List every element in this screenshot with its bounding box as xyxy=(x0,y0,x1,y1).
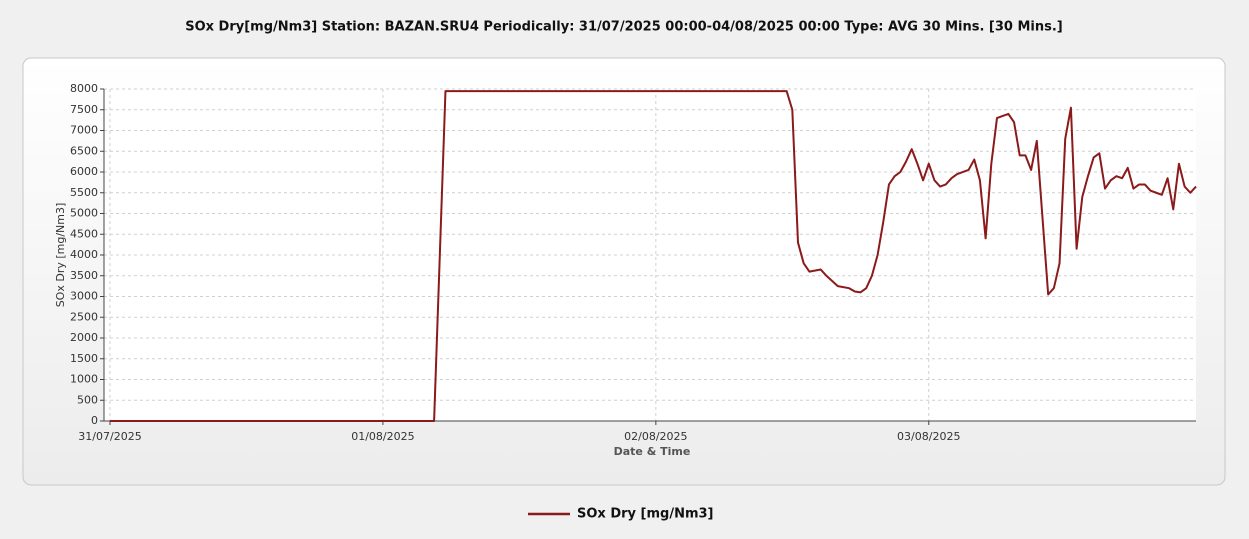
y-tick-label: 7000 xyxy=(70,124,98,137)
data-line xyxy=(110,90,1197,422)
y-tick-label: 7500 xyxy=(70,103,98,116)
y-tick-label: 4000 xyxy=(70,248,98,261)
y-tick-label: 1000 xyxy=(70,373,98,386)
y-axis-label: SOx Dry [mg/Nm3] xyxy=(54,203,67,308)
x-tick-label: 02/08/2025 xyxy=(624,430,687,443)
y-tick-label: 500 xyxy=(77,393,98,406)
y-tick-label: 6000 xyxy=(70,165,98,178)
y-tick-label: 5000 xyxy=(70,207,98,220)
x-tick-label: 03/08/2025 xyxy=(897,430,960,443)
x-tick-label: 31/07/2025 xyxy=(78,430,141,443)
y-tick-label: 0 xyxy=(91,414,98,427)
y-tick-label: 2000 xyxy=(70,331,98,344)
x-axis-label: Date & Time xyxy=(614,445,691,458)
y-tick-label: 3500 xyxy=(70,269,98,282)
y-tick-label: 2500 xyxy=(70,310,98,323)
x-tick-label: 01/08/2025 xyxy=(351,430,414,443)
y-tick-label: 8000 xyxy=(70,82,98,95)
legend-label: SOx Dry [mg/Nm3] xyxy=(577,507,713,522)
chart-title: SOx Dry[mg/Nm3] Station: BAZAN.SRU4 Peri… xyxy=(185,20,1063,35)
y-tick-label: 1500 xyxy=(70,352,98,365)
y-tick-label: 6500 xyxy=(70,144,98,157)
y-tick-label: 3000 xyxy=(70,290,98,303)
y-tick-label: 5500 xyxy=(70,186,98,199)
y-tick-label: 4500 xyxy=(70,227,98,240)
